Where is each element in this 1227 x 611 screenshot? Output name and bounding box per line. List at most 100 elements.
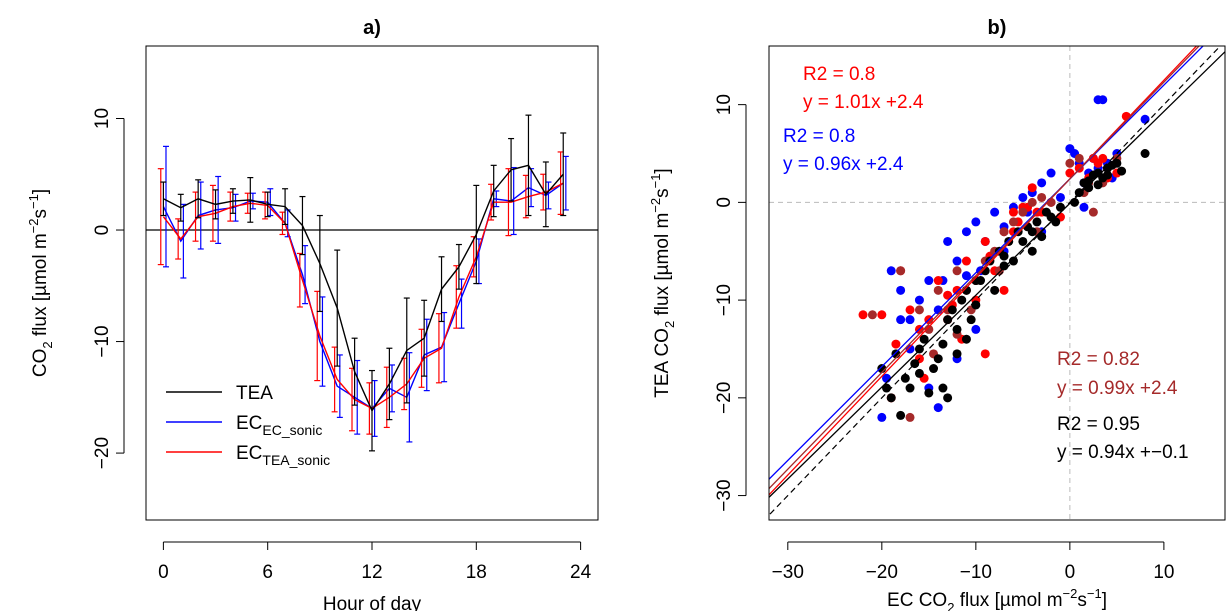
x-tick-label: 10 <box>1153 562 1174 583</box>
scatter-point <box>938 339 948 349</box>
scatter-point <box>938 383 948 393</box>
scatter-point <box>952 266 962 276</box>
legend: TEA ECEC_sonic ECTEA_sonic <box>166 383 330 468</box>
scatter-point <box>1055 192 1065 202</box>
scatter-point <box>1084 176 1094 186</box>
scatter-point <box>971 324 981 334</box>
panel-b-xlabel: EC CO2 flux [µmol m−2s−1] <box>887 586 1107 611</box>
scatter-point <box>1098 95 1108 105</box>
panel-a-ylabel: CO2 flux [µmol m−2s−1] <box>26 189 55 377</box>
scatter-point <box>1008 207 1018 217</box>
scatter-point <box>1037 232 1047 242</box>
scatter-point <box>896 315 906 325</box>
scatter-point <box>999 251 1009 261</box>
scatter-point <box>1046 168 1056 178</box>
panel-b: b) R2 = 0.8 y = 1.01x +2.4 R2 = 0.8 y = 0.96… <box>648 17 1226 611</box>
y-tick-label: −30 <box>714 479 735 511</box>
scatter-point <box>961 334 971 344</box>
scatter-point <box>980 349 990 359</box>
scatter-point <box>990 285 1000 295</box>
fit-line <box>769 46 1200 490</box>
scatter-point <box>914 305 924 315</box>
scatter-point <box>886 393 896 403</box>
scatter-point <box>905 344 915 354</box>
x-tick-label: −30 <box>772 562 804 583</box>
y-tick-label: −10 <box>92 325 113 357</box>
scatter-point <box>929 364 939 374</box>
x-tick-label: 12 <box>361 562 382 583</box>
scatter-point <box>914 344 924 354</box>
series-line <box>163 164 564 413</box>
panel-a-title: a) <box>363 17 381 39</box>
scatter-point <box>1093 180 1103 190</box>
x-tick-label: 18 <box>466 562 487 583</box>
scatter-point <box>886 266 896 276</box>
scatter-point <box>1008 217 1018 227</box>
panel-b-ylabel: TEA CO2 flux [µmol m−2s−1] <box>648 168 677 397</box>
scatter-point <box>867 310 877 320</box>
scatter-point <box>1027 183 1037 193</box>
scatter-point <box>905 412 915 422</box>
legend-label: ECEC_sonic <box>236 413 322 438</box>
scatter-point <box>943 236 953 246</box>
panel-b-plot <box>769 46 1225 520</box>
x-tick-label: 0 <box>1065 562 1076 583</box>
scatter-point <box>943 290 953 300</box>
legend-label: TEA <box>236 383 273 404</box>
scatter-point <box>943 315 953 325</box>
scatter-point <box>1055 202 1065 212</box>
panel-a-xlabel: Hour of day <box>323 594 422 611</box>
scatter-point <box>1041 207 1051 217</box>
fit-line <box>769 46 1204 481</box>
series-EC_TEA_sonic <box>157 151 564 435</box>
scatter-point <box>1140 114 1150 124</box>
fit-line <box>769 46 1198 496</box>
scatter-point <box>1037 192 1047 202</box>
scatter-point <box>961 271 971 281</box>
scatter-point <box>952 349 962 359</box>
scatter-point <box>1074 153 1084 163</box>
x-tick-label: 6 <box>262 562 273 583</box>
scatter-point <box>858 310 868 320</box>
scatter-point <box>933 276 943 286</box>
scatter-point <box>952 324 962 334</box>
scatter-point <box>905 383 915 393</box>
y-tick-label: 10 <box>714 94 735 115</box>
x-tick-label: −20 <box>866 562 898 583</box>
scatter-point <box>999 227 1009 237</box>
fit-equation-label: y = 0.99x +2.4 <box>1057 378 1178 399</box>
fit-r2-label: R2 = 0.8 <box>783 126 855 147</box>
scatter-point <box>1084 183 1094 193</box>
scatter-point <box>1140 149 1150 159</box>
x-tick-label: 0 <box>158 562 169 583</box>
scatter-point <box>943 393 953 403</box>
scatter-point <box>1065 168 1075 178</box>
scatter-point <box>914 368 924 378</box>
scatter-point <box>961 227 971 237</box>
x-tick-label: 24 <box>570 562 592 583</box>
y-tick-label: 0 <box>714 197 735 208</box>
scatter-point <box>1098 153 1108 163</box>
scatter-point <box>1018 236 1028 246</box>
panel-b-title: b) <box>988 17 1007 39</box>
scatter-point <box>947 305 957 315</box>
scatter-point <box>952 256 962 266</box>
scatter-point <box>877 310 887 320</box>
one-to-one-line <box>769 46 1222 516</box>
scatter-point <box>1112 158 1122 168</box>
scatter-point <box>971 217 981 227</box>
panel-b-frame <box>768 45 1226 521</box>
x-tick-label: −10 <box>960 562 992 583</box>
scatter-point <box>933 285 943 295</box>
fit-equation-label: y = 0.94x +−0.1 <box>1057 442 1189 463</box>
scatter-point <box>1027 227 1037 237</box>
scatter-point <box>914 295 924 305</box>
scatter-point <box>1065 158 1075 168</box>
fit-line <box>769 50 1225 499</box>
scatter-point <box>933 354 943 364</box>
scatter-point <box>905 305 915 315</box>
scatter-point <box>957 295 967 305</box>
scatter-point <box>1037 178 1047 188</box>
y-tick-label: −20 <box>714 382 735 414</box>
